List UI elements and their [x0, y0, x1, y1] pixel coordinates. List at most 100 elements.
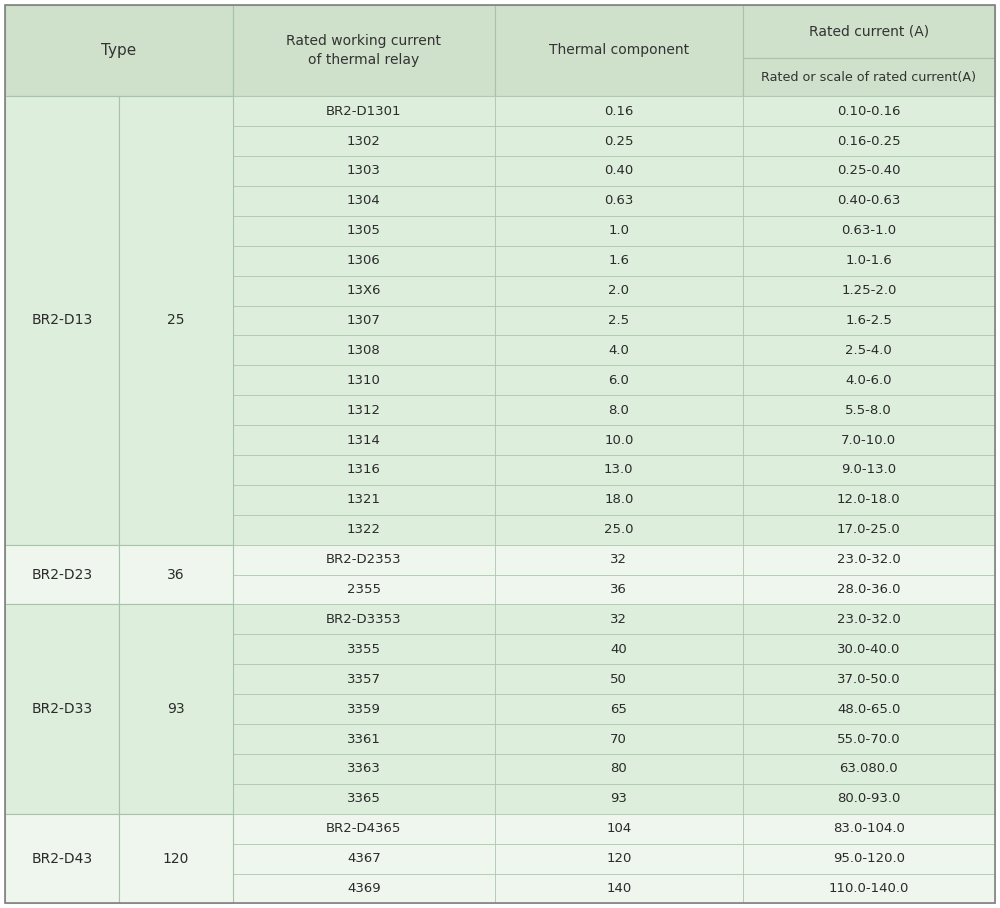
Text: 48.0-65.0: 48.0-65.0 [837, 703, 900, 716]
Bar [233, 873, 495, 903]
Bar [743, 515, 995, 545]
Bar [743, 873, 995, 903]
Bar [743, 216, 995, 246]
Bar [233, 844, 495, 873]
Text: 32: 32 [610, 553, 627, 567]
Text: 0.40: 0.40 [604, 164, 633, 177]
Bar [233, 365, 495, 395]
Text: 1310: 1310 [347, 374, 381, 387]
Text: BR2-D3353: BR2-D3353 [326, 613, 402, 626]
Text: 0.25: 0.25 [604, 134, 634, 148]
Bar [5, 545, 119, 605]
Bar [233, 485, 495, 515]
Text: 120: 120 [163, 852, 189, 865]
Text: 0.25-0.40: 0.25-0.40 [837, 164, 901, 177]
Text: 0.63: 0.63 [604, 194, 633, 207]
Bar [495, 814, 743, 844]
Bar [495, 515, 743, 545]
Text: 4.0-6.0: 4.0-6.0 [846, 374, 892, 387]
Text: 1307: 1307 [347, 314, 381, 327]
Bar [743, 455, 995, 485]
Bar [743, 156, 995, 186]
Text: 1304: 1304 [347, 194, 381, 207]
Bar [495, 395, 743, 425]
Text: 1305: 1305 [347, 224, 381, 237]
Text: 55.0-70.0: 55.0-70.0 [837, 733, 901, 745]
Text: BR2-D1301: BR2-D1301 [326, 104, 402, 118]
Bar [233, 605, 495, 635]
Bar [743, 96, 995, 126]
Bar [495, 246, 743, 276]
Text: 1321: 1321 [347, 493, 381, 507]
Bar [5, 96, 119, 545]
Text: 120: 120 [606, 852, 631, 865]
Bar [233, 545, 495, 575]
Bar [5, 5, 233, 96]
Bar [233, 695, 495, 724]
Bar [233, 724, 495, 754]
Text: 28.0-36.0: 28.0-36.0 [837, 583, 901, 596]
Bar [495, 545, 743, 575]
Text: 0.40-0.63: 0.40-0.63 [837, 194, 900, 207]
Text: 2.5: 2.5 [608, 314, 629, 327]
Text: 8.0: 8.0 [608, 404, 629, 417]
Bar [233, 246, 495, 276]
Text: 93: 93 [610, 793, 627, 805]
Bar [495, 844, 743, 873]
Bar [743, 365, 995, 395]
Text: 6.0: 6.0 [608, 374, 629, 387]
Text: Thermal component: Thermal component [549, 44, 689, 57]
Bar [5, 605, 119, 814]
Text: BR2-D33: BR2-D33 [31, 702, 92, 716]
Text: 3365: 3365 [347, 793, 381, 805]
Bar [743, 246, 995, 276]
Bar [233, 395, 495, 425]
Bar [495, 186, 743, 216]
Bar [233, 126, 495, 156]
Text: 93: 93 [167, 702, 185, 716]
Bar [495, 305, 743, 335]
Bar [743, 814, 995, 844]
Bar [233, 814, 495, 844]
Text: 1.6: 1.6 [608, 254, 629, 267]
Text: 3357: 3357 [347, 673, 381, 686]
Text: 3355: 3355 [347, 643, 381, 656]
Text: 80: 80 [610, 763, 627, 775]
Text: 65: 65 [610, 703, 627, 716]
Text: 1.0-1.6: 1.0-1.6 [845, 254, 892, 267]
Text: Rated current (A): Rated current (A) [809, 25, 929, 38]
Bar [743, 605, 995, 635]
Bar [743, 724, 995, 754]
Bar [743, 126, 995, 156]
Bar [495, 365, 743, 395]
Bar [495, 784, 743, 814]
Text: BR2-D23: BR2-D23 [31, 568, 92, 582]
Text: 30.0-40.0: 30.0-40.0 [837, 643, 900, 656]
Text: 4367: 4367 [347, 852, 381, 865]
Bar [743, 784, 995, 814]
Bar [233, 515, 495, 545]
Bar [743, 58, 995, 96]
Bar [233, 276, 495, 305]
Text: 13.0: 13.0 [604, 463, 634, 477]
Text: 1314: 1314 [347, 433, 381, 447]
Bar [233, 156, 495, 186]
Text: 1316: 1316 [347, 463, 381, 477]
Bar [743, 485, 995, 515]
Text: 36: 36 [167, 568, 185, 582]
Text: BR2-D2353: BR2-D2353 [326, 553, 402, 567]
Bar [495, 276, 743, 305]
Bar [495, 605, 743, 635]
Text: 23.0-32.0: 23.0-32.0 [837, 553, 901, 567]
Text: 3359: 3359 [347, 703, 381, 716]
Text: 80.0-93.0: 80.0-93.0 [837, 793, 900, 805]
Text: 10.0: 10.0 [604, 433, 633, 447]
Text: 40: 40 [610, 643, 627, 656]
Text: 3363: 3363 [347, 763, 381, 775]
Text: 1308: 1308 [347, 344, 381, 357]
Text: 2.0: 2.0 [608, 284, 629, 297]
Text: Rated working current
of thermal relay: Rated working current of thermal relay [286, 35, 441, 66]
Bar [495, 665, 743, 695]
Text: BR2-D4365: BR2-D4365 [326, 823, 402, 835]
Text: 1.6-2.5: 1.6-2.5 [845, 314, 892, 327]
